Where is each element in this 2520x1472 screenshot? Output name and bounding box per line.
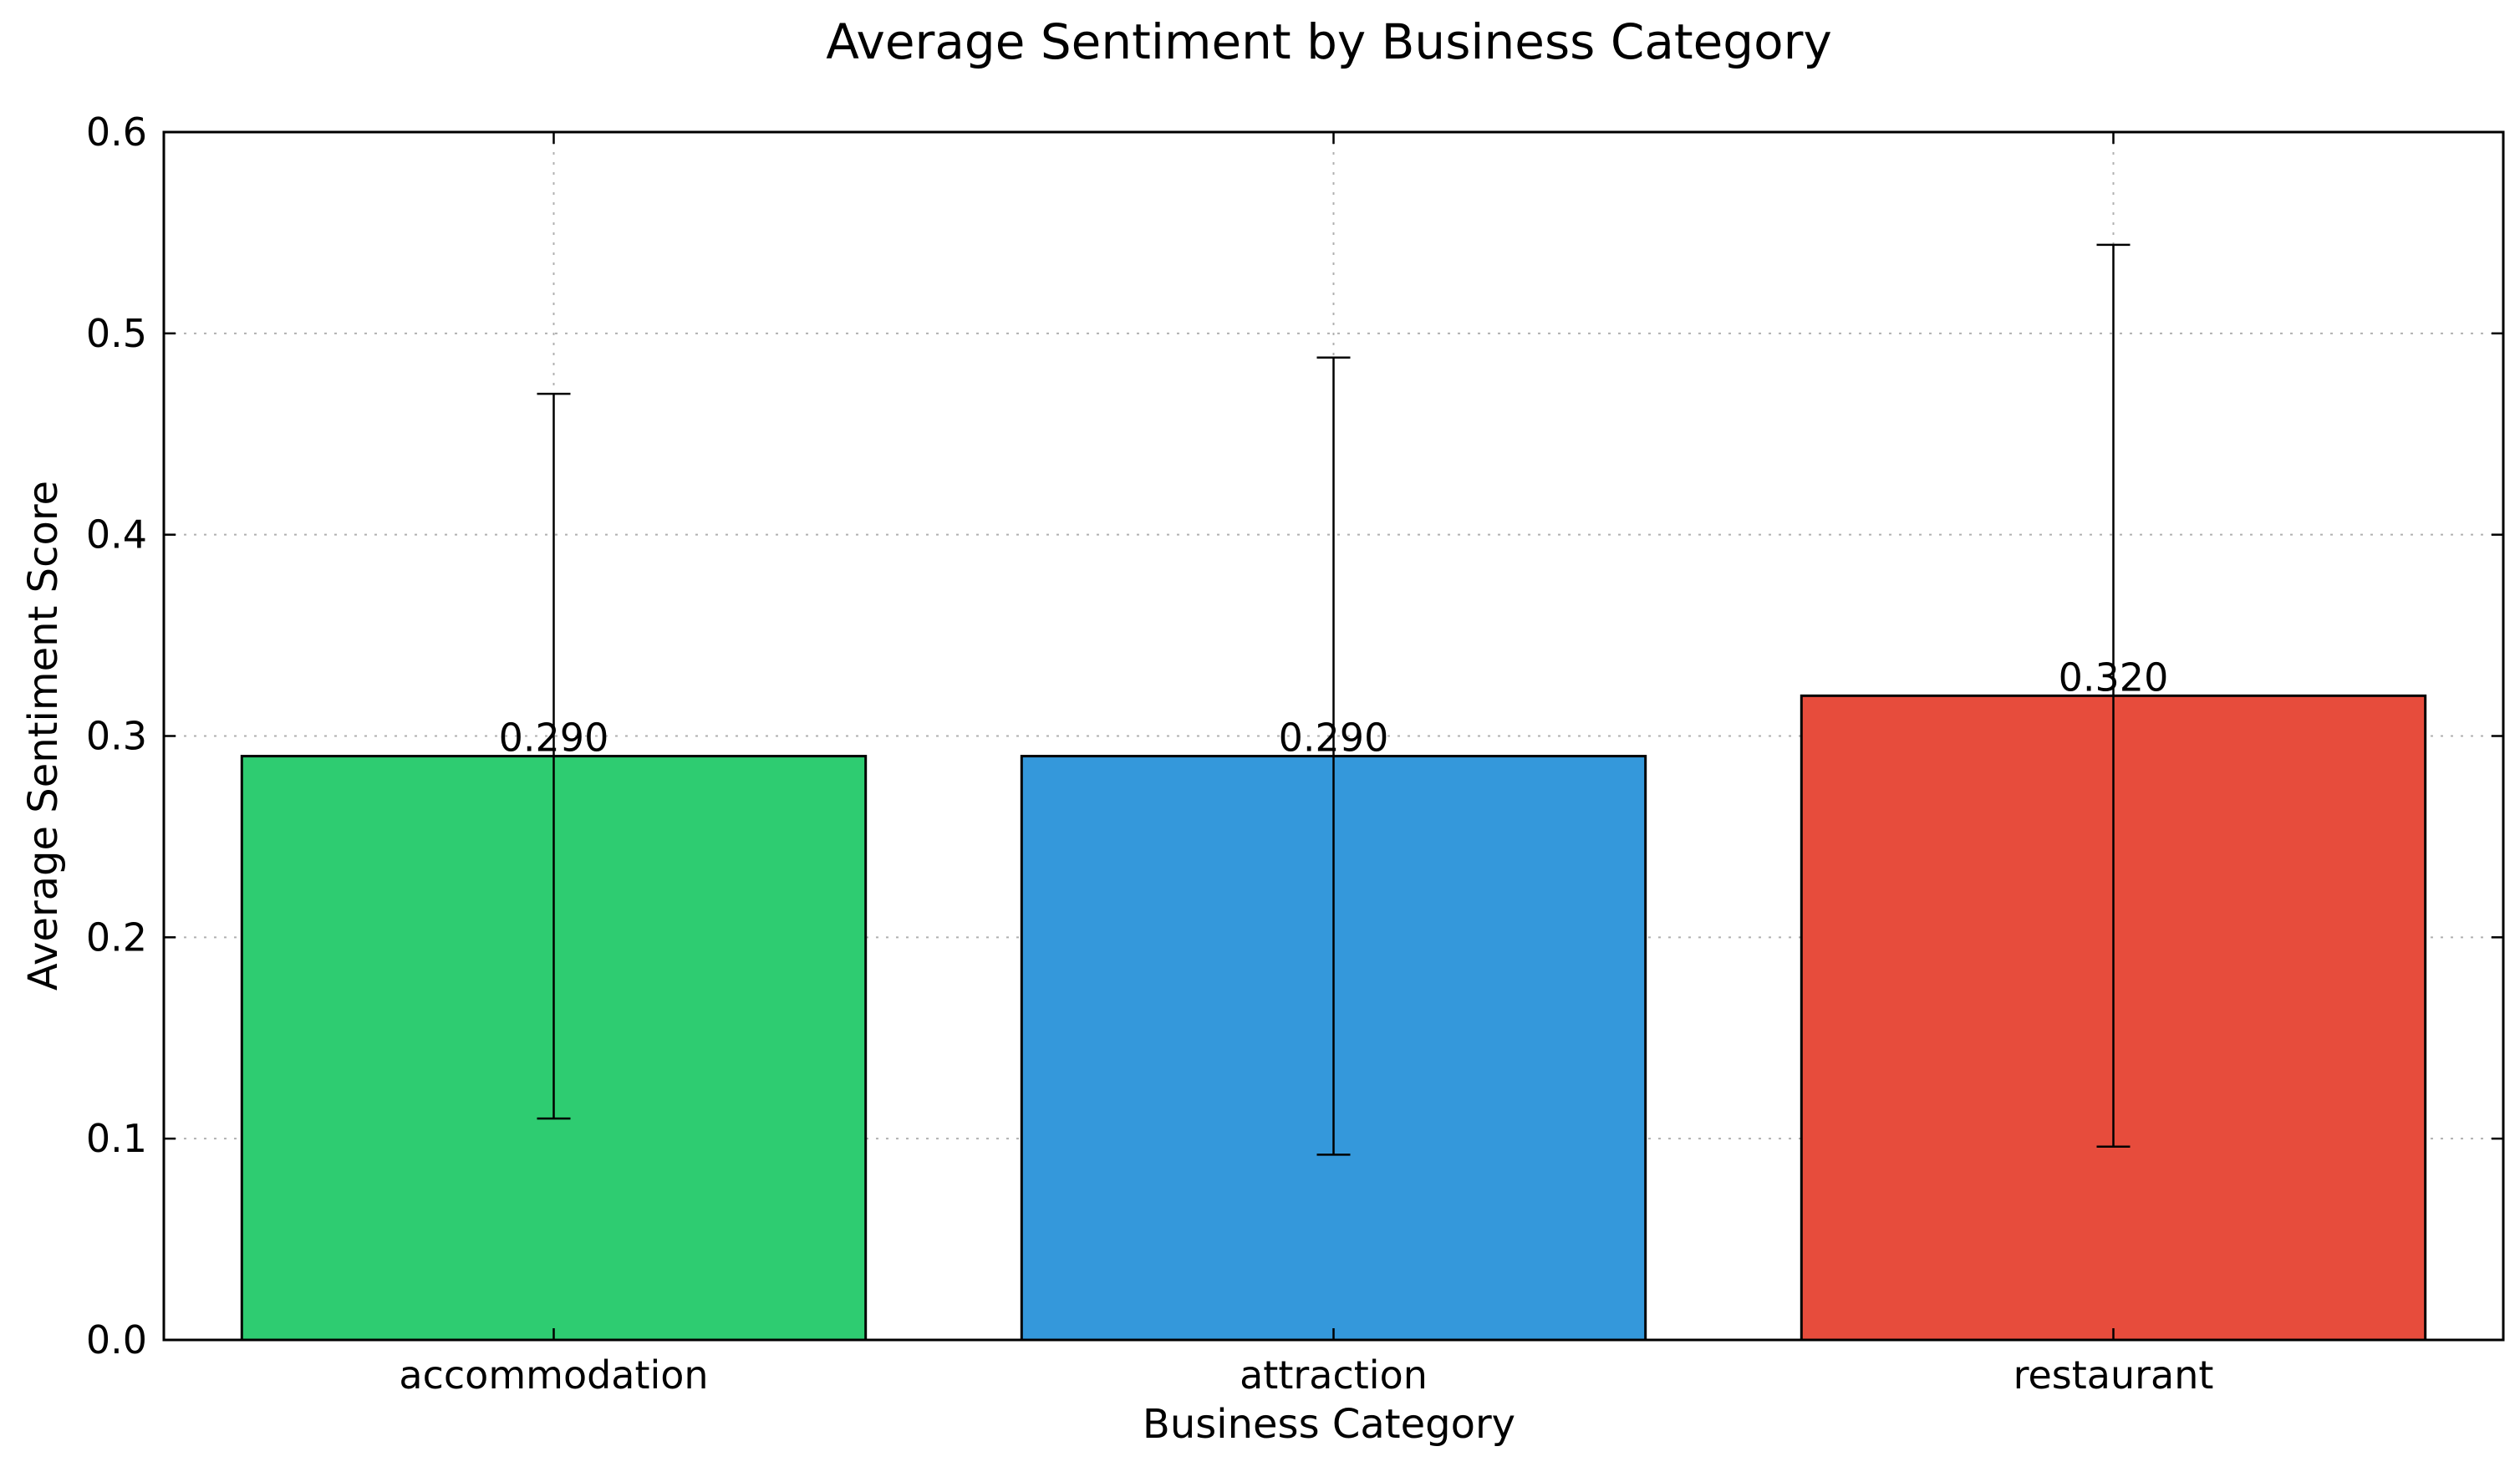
y-tick-label: 0.0 [86,1317,147,1362]
y-tick-label: 0.2 [86,914,147,960]
error-bars-layer [537,243,2131,1156]
chart-title: Average Sentiment by Business Category [826,13,1832,70]
y-tick-label: 0.6 [86,110,147,155]
value-label-accommodation: 0.290 [499,716,609,761]
x-tick-label-accommodation: accommodation [399,1352,708,1398]
y-tick-label: 0.5 [86,311,147,356]
value-label-attraction: 0.290 [1279,716,1389,761]
y-tick-labels: 0.0 0.1 0.2 0.3 0.4 0.5 0.6 [86,110,147,1362]
x-tick-label-attraction: attraction [1240,1352,1428,1398]
x-tick-labels: accommodation attraction restaurant [399,1352,2213,1398]
x-axis-label: Business Category [1143,1401,1515,1448]
value-label-restaurant: 0.320 [2059,655,2169,700]
y-tick-label: 0.3 [86,714,147,759]
y-tick-label: 0.1 [86,1116,147,1161]
x-tick-label-restaurant: restaurant [2013,1352,2214,1398]
y-tick-label: 0.4 [86,512,147,558]
y-axis-label: Average Sentiment Score [20,481,67,991]
ticks-layer [164,130,2503,1342]
value-labels-layer: 0.290 0.290 0.320 [499,655,2169,760]
